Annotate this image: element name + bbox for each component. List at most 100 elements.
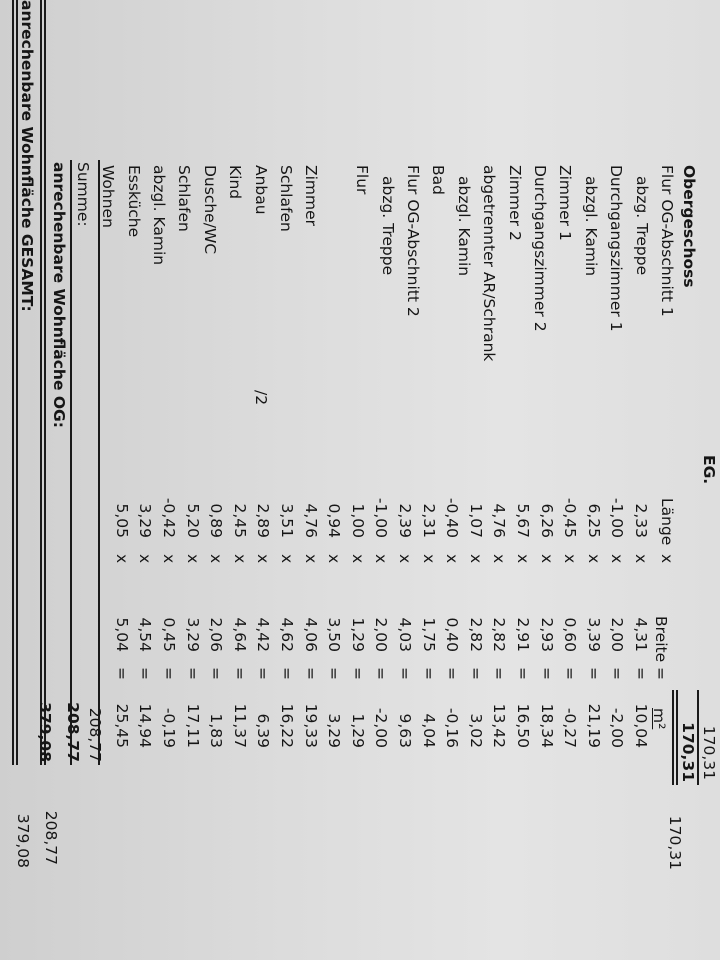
row-label: Anbau <box>251 165 270 215</box>
row-times: x <box>514 554 532 564</box>
row-width: 4,31 <box>632 617 650 652</box>
column-header-area: m² <box>650 708 668 730</box>
row-length: -0,45 <box>561 497 580 538</box>
row-times: x <box>183 554 202 564</box>
row-times: x <box>608 554 627 564</box>
section-title: Obergeschoss <box>680 165 698 288</box>
row-width: 1,29 <box>348 617 367 652</box>
row-length: 3,29 <box>136 503 155 538</box>
row-times: x <box>301 554 320 564</box>
row-equals: = <box>183 667 202 680</box>
row-width: 4,62 <box>278 617 296 652</box>
row-label: Schlafen <box>175 165 194 232</box>
row-area: 11,37 <box>230 703 249 748</box>
row-area: 1,29 <box>348 713 367 748</box>
row-equals: = <box>207 667 226 680</box>
row-length: 1,00 <box>348 503 367 538</box>
row-label: Zimmer 1 <box>556 165 575 241</box>
row-times: x <box>136 554 155 564</box>
row-length: -1,00 <box>372 497 391 538</box>
row-label: Flur OG-Abschnitt 1 <box>658 165 676 317</box>
row-width: 2,91 <box>514 617 532 652</box>
row-label: Essküche <box>124 165 143 238</box>
row-label: Durchgangszimmer 1 <box>607 165 626 332</box>
row-width: 0,45 <box>160 617 178 652</box>
row-width: 3,39 <box>584 617 603 652</box>
total-area-label: anrechenbare Wohnfläche GESAMT: <box>18 0 36 312</box>
og-area-label: anrechenbare Wohnfläche OG: <box>50 162 68 428</box>
row-times: x <box>254 554 273 564</box>
row-length: 5,05 <box>112 503 131 538</box>
row-equals: = <box>112 667 131 680</box>
row-width: 2,00 <box>372 617 391 652</box>
row-times: x <box>443 554 462 564</box>
row-label: abgetrennter AR/Schrank <box>480 165 499 362</box>
row-width: 0,40 <box>443 617 462 652</box>
row-length: 5,20 <box>183 503 202 538</box>
row-length: 0,89 <box>207 503 226 538</box>
row-area: 3,29 <box>325 713 344 748</box>
row-width: 2,06 <box>207 617 226 652</box>
row-area: 10,04 <box>632 703 650 748</box>
row-length: 4,76 <box>490 503 509 538</box>
previous-total-cut: 170,31 <box>700 725 718 780</box>
row-width: 1,75 <box>419 617 438 652</box>
row-times: x <box>466 554 485 564</box>
row-label: Dusche/WC <box>200 165 219 255</box>
row-label: abzg. Treppe <box>378 176 397 276</box>
row-width: 3,29 <box>183 617 202 652</box>
row-length: -1,00 <box>608 497 627 538</box>
row-length: -0,42 <box>160 497 178 538</box>
row-length: 5,67 <box>514 503 532 538</box>
row-times: x <box>160 554 178 564</box>
row-area: 19,33 <box>301 703 320 748</box>
row-note: /2 <box>251 390 270 406</box>
row-times: x <box>537 554 556 564</box>
row-equals: = <box>466 667 485 680</box>
row-equals: = <box>537 667 556 680</box>
row-width: 5,04 <box>112 617 131 652</box>
row-area: 16,50 <box>514 703 532 748</box>
row-area: 18,34 <box>537 703 556 748</box>
row-times: x <box>207 554 226 564</box>
row-times: x <box>396 554 414 564</box>
row-label: abzg. Treppe <box>632 176 651 276</box>
row-equals: = <box>561 667 580 680</box>
column-header-equals: = <box>652 667 670 680</box>
row-width: 2,00 <box>608 617 627 652</box>
double-underline <box>44 0 46 765</box>
total-area-value: 379,08 <box>36 702 54 762</box>
row-equals: = <box>396 667 414 680</box>
row-area: 9,63 <box>396 713 414 748</box>
og-area-value-right: 208,77 <box>42 810 60 865</box>
row-times: x <box>112 554 131 564</box>
row-area: 21,19 <box>584 703 603 748</box>
previous-total-right: 170,31 <box>666 815 684 870</box>
row-length: 4,76 <box>301 503 320 538</box>
row-times: x <box>278 554 296 564</box>
row-area: 6,39 <box>254 713 273 748</box>
row-area: -2,00 <box>608 707 627 748</box>
og-area-value: 208,77 <box>64 702 82 762</box>
row-label: Wohnen <box>99 165 118 228</box>
row-equals: = <box>632 667 650 680</box>
row-equals: = <box>254 667 273 680</box>
row-equals: = <box>372 667 391 680</box>
row-label: Schlafen <box>277 165 295 232</box>
row-length: 0,94 <box>325 503 344 538</box>
row-area: 25,45 <box>112 703 131 748</box>
row-width: 0,60 <box>561 617 580 652</box>
row-width: 4,54 <box>136 617 155 652</box>
row-equals: = <box>419 667 438 680</box>
row-area: 3,02 <box>466 713 485 748</box>
row-length: 2,89 <box>254 503 273 538</box>
row-times: x <box>372 554 391 564</box>
row-equals: = <box>136 667 155 680</box>
row-equals: = <box>584 667 603 680</box>
sum-label: Summe: <box>74 162 92 227</box>
row-width: 4,06 <box>301 617 320 652</box>
sum-value: 208,77 <box>86 707 104 762</box>
row-times: x <box>490 554 509 564</box>
row-equals: = <box>278 667 296 680</box>
